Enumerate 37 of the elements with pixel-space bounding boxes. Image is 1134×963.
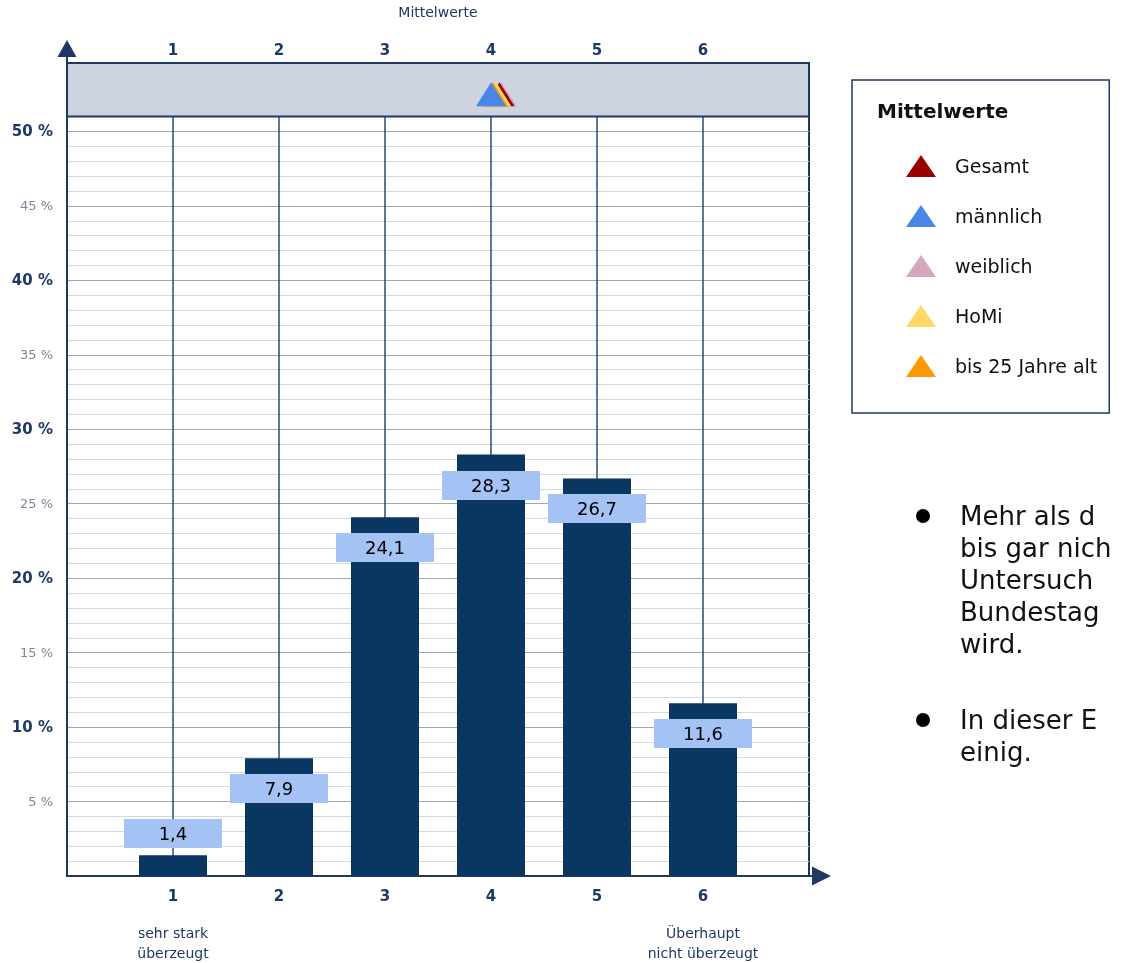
legend-title: Mittelwerte [877,99,1009,123]
x-tick-label: 1 [167,40,179,59]
y-tick-label: 25 % [19,496,53,512]
text: Mehr als d bis gar nich Untersuch Bundestag wird. [960,500,1112,660]
x2-tick-label: 6 [697,886,709,905]
text: sehr stark überzeugt [136,924,210,963]
x-tick-label: 5 [591,40,603,59]
y-tick-label: 35 % [19,347,53,363]
x-tick-label: 3 [379,40,391,59]
bar [351,517,419,876]
y-tick-label: 15 % [19,645,53,661]
bar [563,478,631,876]
y-tick-label: 10 % [11,718,53,737]
text: In dieser E einig. [960,704,1098,768]
y-tick-label: 20 % [11,569,53,588]
legend-label: weiblich [955,255,1033,277]
y-tick-label: 30 % [11,420,53,439]
y-tick-label: 50 % [11,122,53,141]
x-tick-label: 2 [273,40,285,59]
y-tick-label: 40 % [11,271,53,290]
legend-label: HoMi [955,305,1003,327]
x2-tick-label: 4 [485,886,497,905]
legend-label: Gesamt [955,155,1029,177]
x-tick-label: 6 [697,40,709,59]
bar [139,855,207,876]
text: Überhaupt nicht überzeugt [646,924,760,963]
x2-tick-label: 1 [167,886,179,905]
y-tick-label: 45 % [19,198,53,214]
x2-tick-label: 2 [273,886,285,905]
legend-label: bis 25 Jahre alt [955,355,1098,377]
x-tick-label: 4 [485,40,497,59]
x2-tick-label: 5 [591,886,603,905]
y-tick-label: 5 % [28,794,53,810]
legend-label: männlich [955,205,1043,227]
x2-tick-label: 3 [379,886,391,905]
bar [457,454,525,876]
x2-axis-title: Mittelwerte [398,4,478,20]
